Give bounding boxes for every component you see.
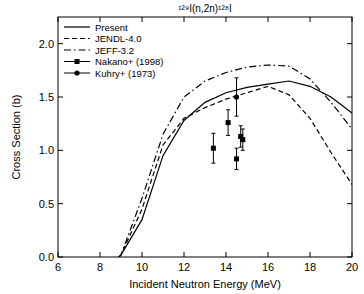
- x-tick: [310, 17, 311, 22]
- y-tick: [58, 43, 63, 44]
- y-axis-label: Cross Section (b): [10, 95, 22, 180]
- y-tick-label: 0.5: [39, 198, 54, 210]
- plot-frame: [58, 17, 352, 257]
- x-tick: [184, 17, 185, 22]
- legend-marker: [75, 59, 80, 64]
- error-cap: [241, 150, 245, 151]
- y-tick: [347, 150, 352, 151]
- x-tick: [226, 252, 227, 257]
- legend-line: [64, 49, 90, 50]
- x-tick: [100, 252, 101, 257]
- y-tick-label: 0.0: [39, 251, 54, 263]
- x-axis-label: Incident Neutron Energy (MeV): [129, 278, 281, 290]
- legend-marker: [74, 70, 79, 75]
- x-tick-label: 18: [304, 261, 316, 273]
- legend-label: Kuhry+ (1973): [95, 68, 155, 79]
- y-tick-label: 1.0: [39, 144, 54, 156]
- x-tick: [268, 17, 269, 22]
- x-tick-label: 10: [136, 261, 148, 273]
- title: ¹²⁹I(n,2n)¹²⁸I: [178, 3, 232, 14]
- y-tick: [58, 203, 63, 204]
- data-point: [211, 146, 216, 151]
- chart: ¹²⁹I(n,2n)¹²⁸I 6 8 10 12 14 16 18 20 0.0 0.5 1.0 1.5…: [0, 0, 364, 294]
- y-tick: [58, 150, 63, 151]
- error-cap: [211, 133, 215, 134]
- x-tick-label: 6: [55, 261, 61, 273]
- x-tick-label: 12: [178, 261, 190, 273]
- x-tick-label: 16: [262, 261, 274, 273]
- legend-label: JENDL-4.0: [95, 33, 141, 44]
- series-line: [119, 65, 352, 257]
- x-tick: [310, 252, 311, 257]
- x-tick-label: 8: [97, 261, 103, 273]
- legend-line: [64, 26, 90, 27]
- y-tick: [347, 97, 352, 98]
- error-cap: [235, 169, 239, 170]
- legend-line: [64, 38, 90, 39]
- legend-label: Nakano+ (1998): [95, 56, 163, 67]
- x-tick: [226, 17, 227, 22]
- error-cap: [226, 109, 230, 110]
- data-point: [234, 94, 239, 99]
- x-tick: [268, 252, 269, 257]
- data-point: [234, 156, 239, 161]
- x-tick: [142, 17, 143, 22]
- x-tick-label: 14: [220, 261, 232, 273]
- data-point: [240, 137, 245, 142]
- error-cap: [235, 148, 239, 149]
- error-cap: [239, 147, 243, 148]
- y-tick-label: 2.0: [39, 38, 54, 50]
- error-cap: [241, 129, 245, 130]
- y-tick: [347, 203, 352, 204]
- error-cap: [211, 163, 215, 164]
- series-line: [119, 86, 352, 257]
- legend-label: JEFF-3.2: [95, 45, 134, 56]
- series-line: [119, 81, 352, 257]
- x-tick: [184, 252, 185, 257]
- y-tick-label: 1.5: [39, 91, 54, 103]
- error-cap: [239, 125, 243, 126]
- error-cap: [235, 77, 239, 78]
- x-tick: [142, 252, 143, 257]
- error-cap: [235, 116, 239, 117]
- error-cap: [226, 135, 230, 136]
- data-point: [226, 120, 231, 125]
- plot-area: [119, 65, 352, 257]
- y-tick: [58, 97, 63, 98]
- x-tick-label: 20: [346, 261, 358, 273]
- y-tick: [347, 43, 352, 44]
- legend-label: Present: [95, 22, 128, 33]
